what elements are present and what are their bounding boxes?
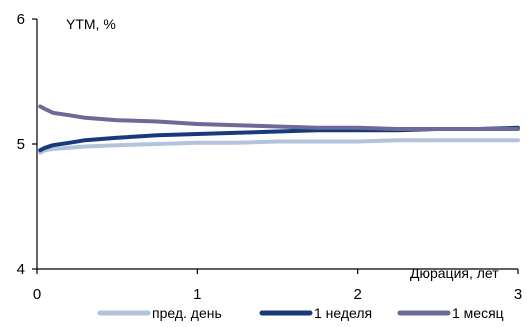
y-tick-label-0: 4 xyxy=(17,261,25,278)
axes: 4 5 6 0 1 2 3 xyxy=(17,11,523,303)
x-tick-label-3: 3 xyxy=(514,286,522,303)
x-axis-label: Дюрация, лет xyxy=(410,265,499,281)
x-tick-label-0: 0 xyxy=(33,286,41,303)
legend-label-1: 1 неделя xyxy=(314,305,372,321)
series-line-0 xyxy=(38,138,520,155)
x-tick-label-2: 2 xyxy=(353,286,361,303)
legend-label-0: пред. день xyxy=(152,305,222,321)
y-axis-label: YTM, % xyxy=(66,16,116,32)
series-lines xyxy=(38,104,520,155)
x-tick-label-1: 1 xyxy=(193,286,201,303)
legend: пред. день 1 неделя 1 месяц xyxy=(97,305,504,321)
y-tick-label-2: 6 xyxy=(17,11,25,28)
series-line-2 xyxy=(38,104,520,131)
y-tick-label-1: 5 xyxy=(17,136,25,153)
legend-label-2: 1 месяц xyxy=(452,305,504,321)
